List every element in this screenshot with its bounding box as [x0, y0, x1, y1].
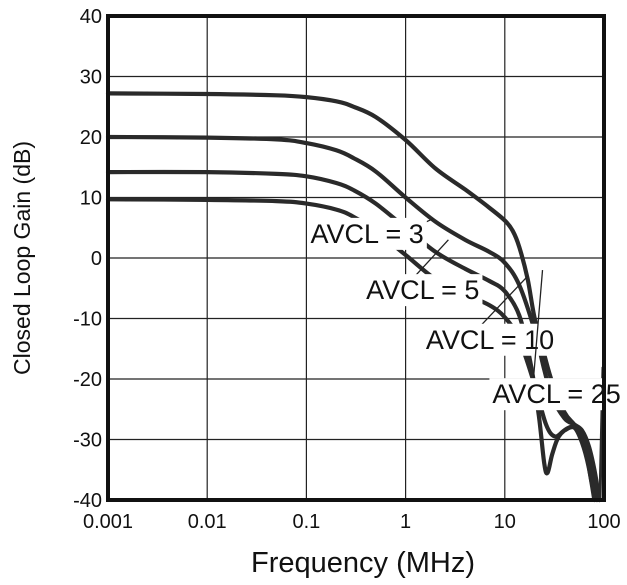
y-tick-label: 40	[80, 6, 102, 28]
annotations: AVCL = 3 AVCL = 5 AVCL = 10 AVCL = 25	[307, 217, 624, 411]
annotation-label: AVCL = 10	[426, 325, 554, 355]
y-tick-label: -10	[73, 309, 102, 331]
x-tick-label: 100	[587, 511, 620, 533]
y-tick-label: -30	[73, 430, 102, 452]
y-tick-label: 20	[80, 127, 102, 149]
x-tick-label: 0.01	[188, 511, 227, 533]
plot-frame	[106, 14, 606, 502]
annotation-leader-line	[531, 270, 544, 392]
x-tick-label: 0.001	[83, 511, 133, 533]
curves	[105, 91, 605, 503]
y-tick-label: -40	[73, 490, 102, 512]
x-axis-label: Frequency (MHz)	[251, 547, 475, 579]
y-axis-label: Closed Loop Gain (dB)	[9, 141, 35, 375]
x-tick-labels: 0.001 0.01 0.1 1 10 100	[83, 511, 621, 533]
y-tick-labels: 40 30 20 10 0 -10 -20 -30 -40	[73, 6, 102, 512]
y-tick-label: -20	[73, 369, 102, 391]
x-tick-label: 0.1	[292, 511, 320, 533]
series-line	[105, 169, 600, 503]
y-tick-label: 10	[80, 188, 102, 210]
annotation-label: AVCL = 3	[311, 219, 424, 249]
annotation-label-bg	[422, 323, 558, 356]
y-tick-label: 0	[91, 248, 102, 270]
annotation-label: AVCL = 5	[366, 275, 479, 305]
annotation-label-bg	[363, 274, 483, 307]
series-line	[105, 91, 602, 503]
y-tick-label: 30	[80, 67, 102, 89]
annotation-label-bg	[489, 378, 624, 411]
x-tick-label: 10	[494, 511, 516, 533]
x-tick-label: 1	[400, 511, 411, 533]
grid	[107, 15, 605, 501]
annotation-label-bg	[307, 217, 427, 250]
annotation-label: AVCL = 25	[492, 379, 620, 409]
